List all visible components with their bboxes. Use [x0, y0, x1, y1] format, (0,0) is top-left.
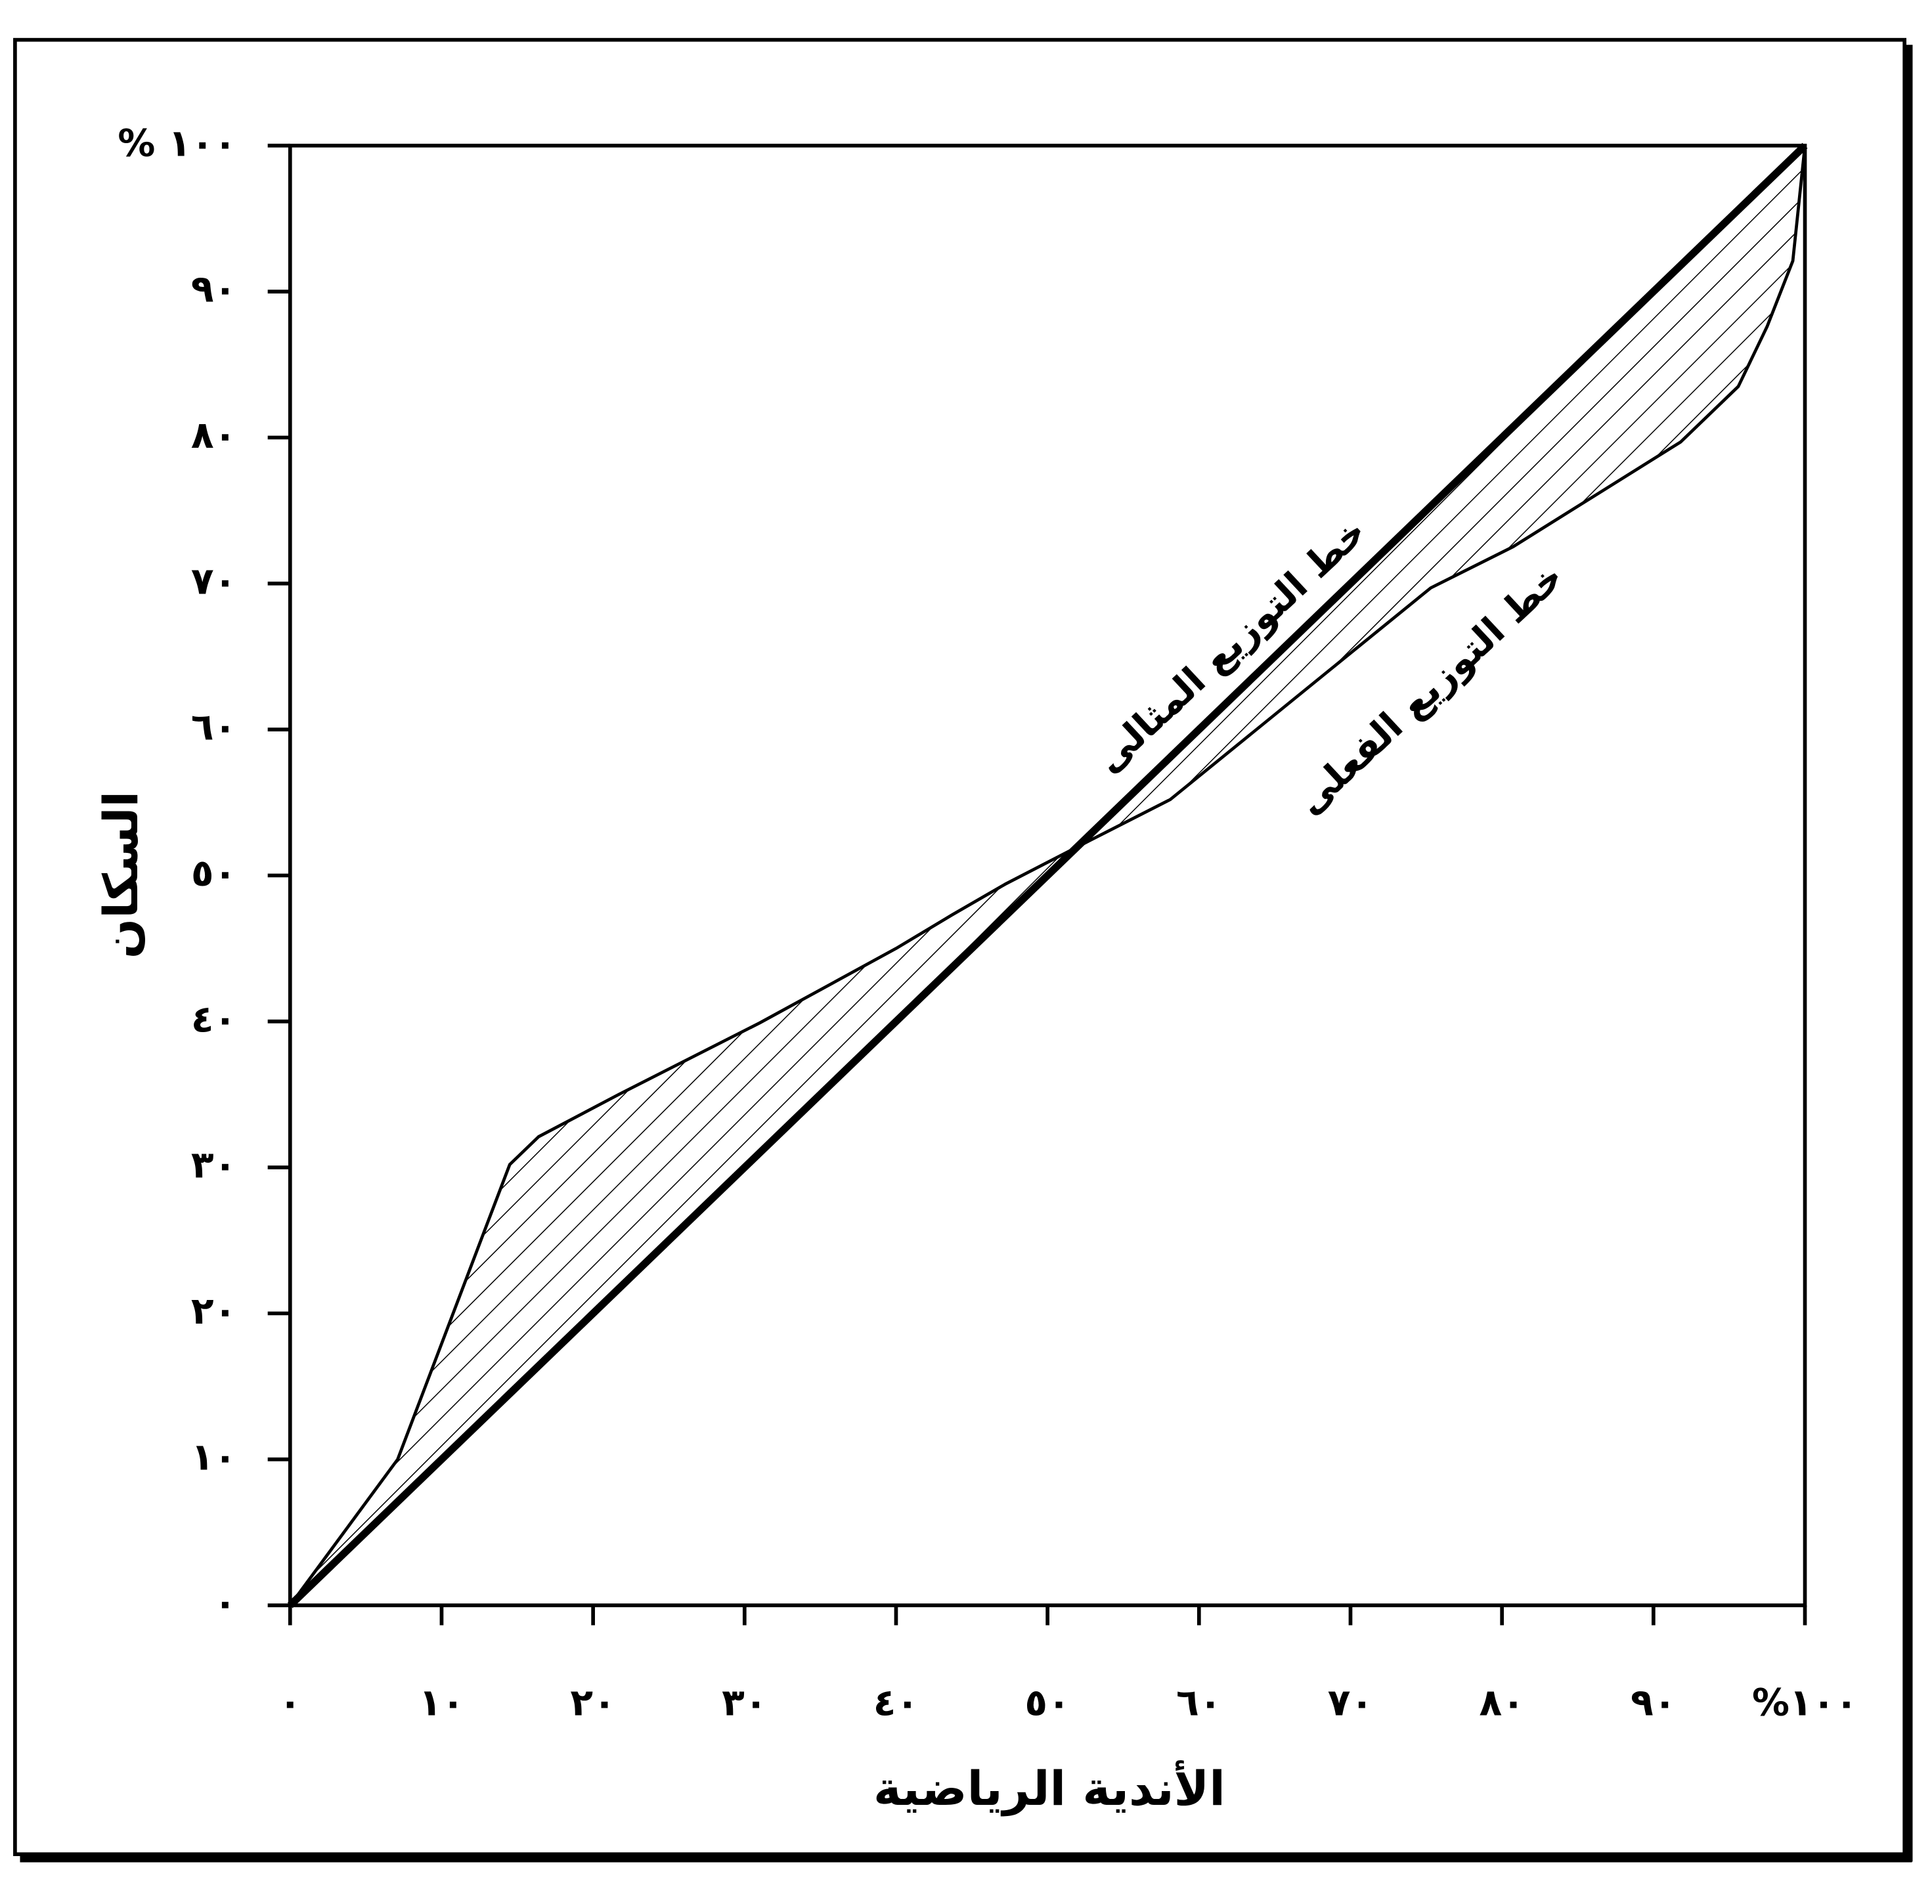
x-tick-label: %١٠٠	[1752, 1681, 1858, 1724]
x-tick-label: ٨٠	[1479, 1681, 1524, 1724]
x-tick-label: ٩٠	[1631, 1681, 1676, 1724]
x-tick-label: ٦٠	[1176, 1681, 1221, 1724]
x-tick-label: ٥٠	[1024, 1681, 1070, 1724]
y-tick-label: % ١٠٠	[118, 121, 236, 165]
x-tick-label: ١٠	[419, 1681, 464, 1724]
y-tick-label: ٩٠	[191, 268, 236, 311]
y-tick-label: ٣٠	[191, 1144, 236, 1187]
y-tick-label: ١٠	[191, 1435, 236, 1479]
y-tick-label: ٠	[214, 1582, 237, 1625]
x-tick-label: ٣٠	[722, 1681, 767, 1724]
line-annotation: خط التوزيع الفعلى	[1288, 555, 1572, 823]
y-tick-label: ٢٠	[191, 1289, 236, 1333]
x-tick-label: ٠	[278, 1681, 301, 1724]
y-tick-label: ٦٠	[191, 706, 236, 749]
x-tick-label: ٧٠	[1328, 1681, 1373, 1724]
x-tick-label: ٤٠	[873, 1681, 919, 1724]
y-tick-label: ٥٠	[191, 852, 236, 895]
line	[288, 145, 1807, 1607]
y-axis-title: السكان	[93, 791, 148, 959]
line	[287, 142, 1808, 1609]
x-tick-label: ٢٠	[570, 1681, 615, 1724]
y-tick-label: ٧٠	[191, 559, 236, 603]
x-axis-title: الأندية الرياضية	[873, 1760, 1225, 1817]
y-tick-label: ٨٠	[191, 414, 236, 457]
y-tick-label: ٤٠	[191, 997, 236, 1041]
